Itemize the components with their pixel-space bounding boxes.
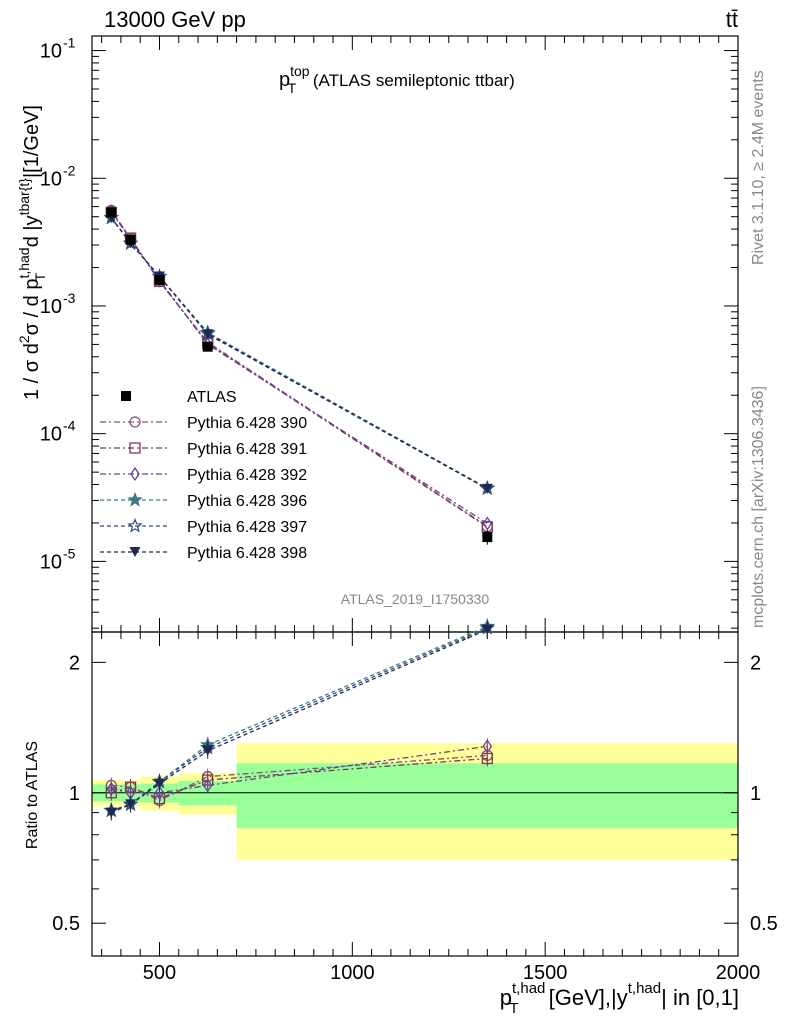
x-tick-label: 1500 <box>523 962 568 984</box>
series-point <box>482 516 493 531</box>
series-point <box>202 329 214 340</box>
legend-label-data: ATLAS <box>187 389 237 406</box>
uncertainty-band-inner <box>236 763 738 828</box>
legend-marker <box>127 517 143 533</box>
y-tick-label: 10 <box>40 296 62 318</box>
header-energy: 13000 GeV pp <box>104 7 246 32</box>
ratio-series-point <box>481 624 493 635</box>
ratio-panel: 500 1000 1500 2000 2 2 1 1 0.5 0.5 <box>52 618 778 984</box>
x-tick-label: 500 <box>143 962 176 984</box>
legend-label: Pythia 6.428 396 <box>187 493 307 510</box>
y-tick-label: 10 <box>40 424 62 446</box>
ratio-y-tick-label: 0.5 <box>52 913 80 935</box>
ratio-y-tick-label: 2 <box>69 652 80 674</box>
legend-marker <box>127 491 143 507</box>
legend-label: Pythia 6.428 390 <box>187 415 307 432</box>
ratio-series-point <box>154 785 165 800</box>
y-tick-label: 10 <box>40 41 62 63</box>
legend-marker <box>129 442 141 454</box>
legend-marker <box>129 547 141 557</box>
legend-label: Pythia 6.428 398 <box>187 545 307 562</box>
rivet-label: Rivet 3.1.10, ≥ 2.4M events <box>750 70 767 265</box>
y-tick-exponent: -5 <box>63 545 76 561</box>
ratio-y-axis-label: Ratio to ATLAS <box>24 741 41 849</box>
data-point <box>125 234 136 245</box>
legend-marker <box>129 416 141 428</box>
analysis-watermark: ATLAS_2019_I1750330 <box>341 591 490 607</box>
ratio-frame <box>91 631 739 957</box>
x-tick-label: 2000 <box>716 962 761 984</box>
title-p: p <box>279 69 290 91</box>
data-point <box>482 532 493 543</box>
ratio-y-tick-label-right: 1 <box>750 783 761 805</box>
y-tick-label: 10 <box>40 551 62 573</box>
ratio-series-point <box>202 778 213 793</box>
main-y-axis-label: 1 / σ d2σ / d pt,hadT d |ytbar{t}|[1/GeV… <box>16 105 48 400</box>
ratio-series-point <box>125 799 137 810</box>
ratio-y-tick-label: 1 <box>69 783 80 805</box>
x-axis-label: pt,had T [GeV],|yt,had| in [0,1] <box>500 980 739 1017</box>
legend-marker-data <box>121 391 131 401</box>
ratio-series-point <box>106 781 117 797</box>
y-tick-exponent: -3 <box>63 290 76 306</box>
mcplots-label: mcplots.cern.ch [arXiv:1306.3436] <box>750 386 767 628</box>
title-rest: (ATLAS semileptonic ttbar) <box>308 71 515 90</box>
header-process: tt̄ <box>726 7 738 32</box>
legend-label: Pythia 6.428 392 <box>187 467 307 484</box>
y-tick-label: 10 <box>40 168 62 190</box>
data-point <box>106 207 117 218</box>
ratio-series-line <box>111 745 488 794</box>
x-tick-label: 1000 <box>330 962 375 984</box>
y-tick-exponent: -1 <box>63 35 76 51</box>
chart-title: ptop T (ATLAS semileptonic ttbar) <box>279 63 515 96</box>
legend-marker <box>130 466 140 482</box>
legend-label: Pythia 6.428 391 <box>187 441 307 458</box>
y-tick-exponent: -2 <box>63 162 76 178</box>
series-point <box>481 483 493 494</box>
data-point <box>202 341 213 352</box>
ratio-series-point <box>482 739 493 754</box>
ratio-series-point <box>202 745 214 756</box>
y-tick-exponent: -4 <box>63 418 76 434</box>
ratio-y-tick-label-right: 0.5 <box>750 913 778 935</box>
title-sup: top <box>290 63 310 79</box>
title-sub: T <box>288 80 297 96</box>
ratio-y-tick-label-right: 2 <box>750 652 761 674</box>
data-point <box>154 274 165 285</box>
main-frame <box>91 35 739 633</box>
legend-label: Pythia 6.428 397 <box>187 519 307 536</box>
ratio-series-point <box>105 807 117 818</box>
ratio-series-point <box>153 778 165 789</box>
series-line <box>110 217 488 490</box>
